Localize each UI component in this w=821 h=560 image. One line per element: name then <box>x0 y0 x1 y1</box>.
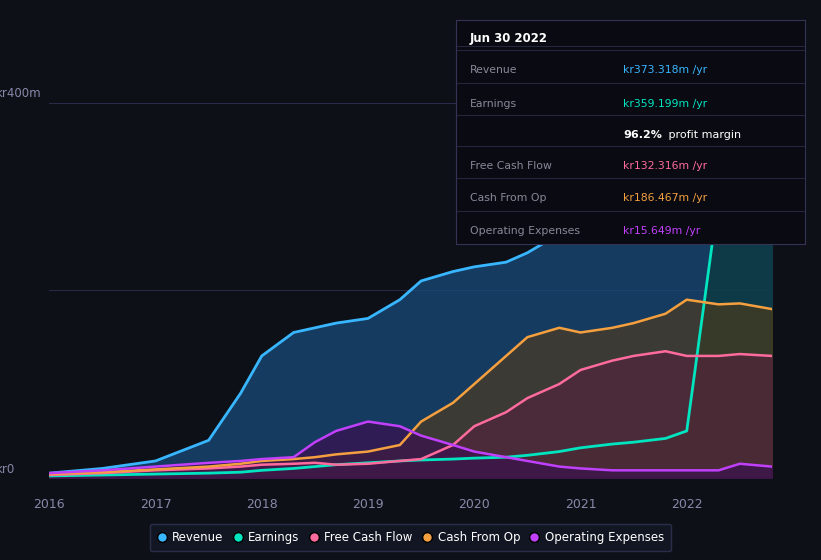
Legend: Revenue, Earnings, Free Cash Flow, Cash From Op, Operating Expenses: Revenue, Earnings, Free Cash Flow, Cash … <box>149 524 672 551</box>
Text: kr400m: kr400m <box>0 87 42 100</box>
Text: kr132.316m /yr: kr132.316m /yr <box>623 161 707 171</box>
Text: kr15.649m /yr: kr15.649m /yr <box>623 226 700 236</box>
Text: 96.2%: 96.2% <box>623 130 662 140</box>
Text: Operating Expenses: Operating Expenses <box>470 226 580 236</box>
Text: Jun 30 2022: Jun 30 2022 <box>470 32 548 45</box>
Text: Earnings: Earnings <box>470 99 516 109</box>
Text: Free Cash Flow: Free Cash Flow <box>470 161 552 171</box>
Text: Revenue: Revenue <box>470 65 517 75</box>
Text: kr186.467m /yr: kr186.467m /yr <box>623 193 707 203</box>
Text: Cash From Op: Cash From Op <box>470 193 546 203</box>
Text: kr359.199m /yr: kr359.199m /yr <box>623 99 707 109</box>
Text: kr373.318m /yr: kr373.318m /yr <box>623 65 707 75</box>
Text: profit margin: profit margin <box>665 130 741 140</box>
Text: kr0: kr0 <box>0 463 16 476</box>
